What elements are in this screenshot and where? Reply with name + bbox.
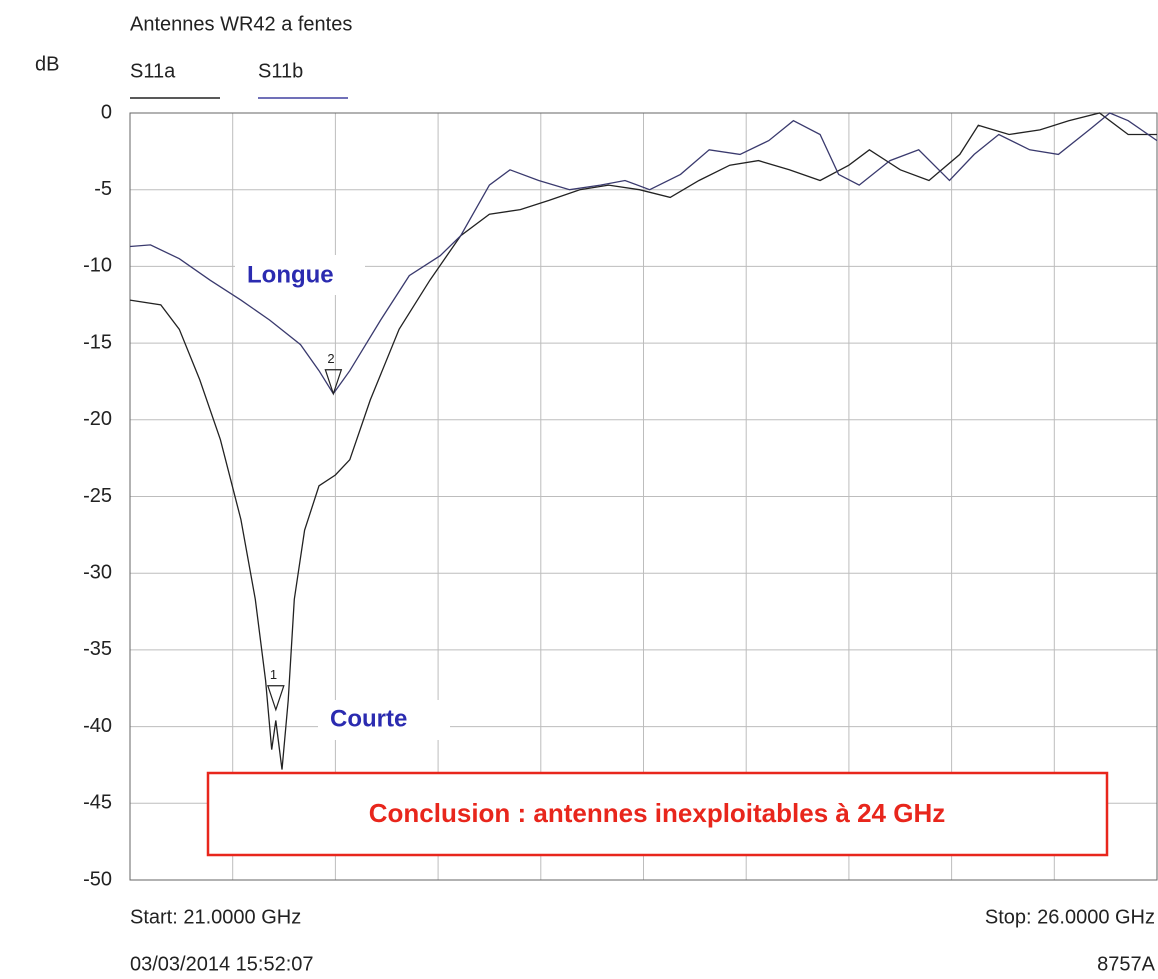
series-line — [129, 112, 1157, 770]
label-background — [235, 255, 365, 295]
y-tick-label: -5 — [94, 178, 112, 200]
series-line — [129, 112, 1158, 395]
y-tick-label: -15 — [83, 331, 112, 353]
conclusion: Conclusion : antennes inexploitables à 2… — [369, 798, 945, 828]
marker — [324, 369, 343, 396]
timestamp: 03/03/2014 15:52:07 — [130, 953, 314, 975]
marker-label: 1 — [270, 667, 277, 682]
conclusion-box — [206, 771, 1109, 857]
stop-label: Stop: 26.0000 GHz — [985, 906, 1155, 928]
y-tick-label: -35 — [83, 638, 112, 660]
start-label: Start: 21.0000 GHz — [130, 906, 301, 928]
marker — [267, 685, 285, 712]
y-tick-label: -25 — [83, 485, 112, 507]
annotation: Courte — [330, 705, 407, 732]
plot-border — [129, 112, 1158, 881]
annotation: Longue — [247, 261, 334, 288]
chart-title: Antennes WR42 a fentes — [130, 13, 352, 35]
y-tick-label: 0 — [101, 101, 112, 123]
y-tick-label: -30 — [83, 561, 112, 583]
y-tick-label: -45 — [83, 792, 112, 814]
y-axis-label: dB — [35, 53, 59, 75]
legend-label: S11a — [130, 60, 176, 82]
instrument: 8757A — [1097, 953, 1155, 975]
legend-label: S11b — [258, 60, 303, 82]
y-tick-label: -50 — [83, 868, 112, 890]
marker-label: 2 — [327, 351, 334, 366]
y-tick-label: -10 — [83, 255, 112, 277]
y-tick-label: -40 — [83, 715, 112, 737]
y-tick-label: -20 — [83, 408, 112, 430]
label-background — [318, 700, 450, 740]
